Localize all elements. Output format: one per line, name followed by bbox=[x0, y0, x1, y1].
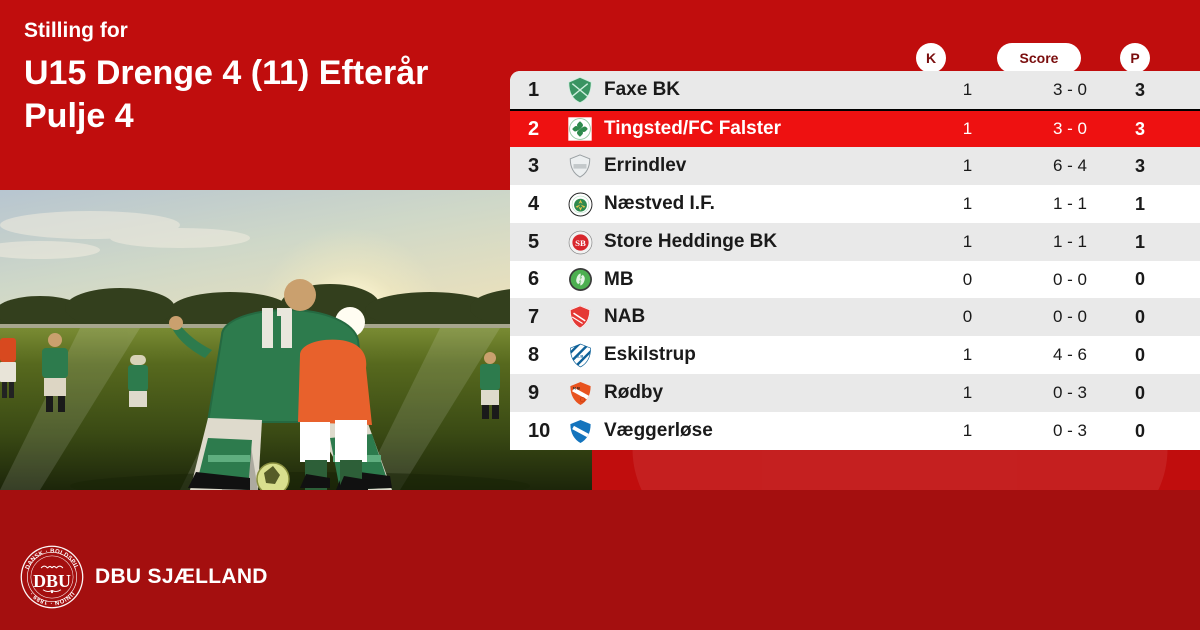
svg-text:R B: R B bbox=[572, 385, 579, 390]
svg-text:SB: SB bbox=[575, 237, 586, 247]
svg-text:E.B.: E.B. bbox=[576, 353, 584, 358]
svg-text:DBU: DBU bbox=[33, 571, 71, 591]
